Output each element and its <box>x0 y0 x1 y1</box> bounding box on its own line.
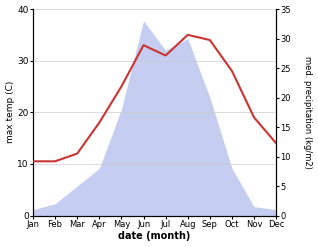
X-axis label: date (month): date (month) <box>118 231 191 242</box>
Y-axis label: max temp (C): max temp (C) <box>5 81 15 144</box>
Y-axis label: med. precipitation (kg/m2): med. precipitation (kg/m2) <box>303 56 313 169</box>
